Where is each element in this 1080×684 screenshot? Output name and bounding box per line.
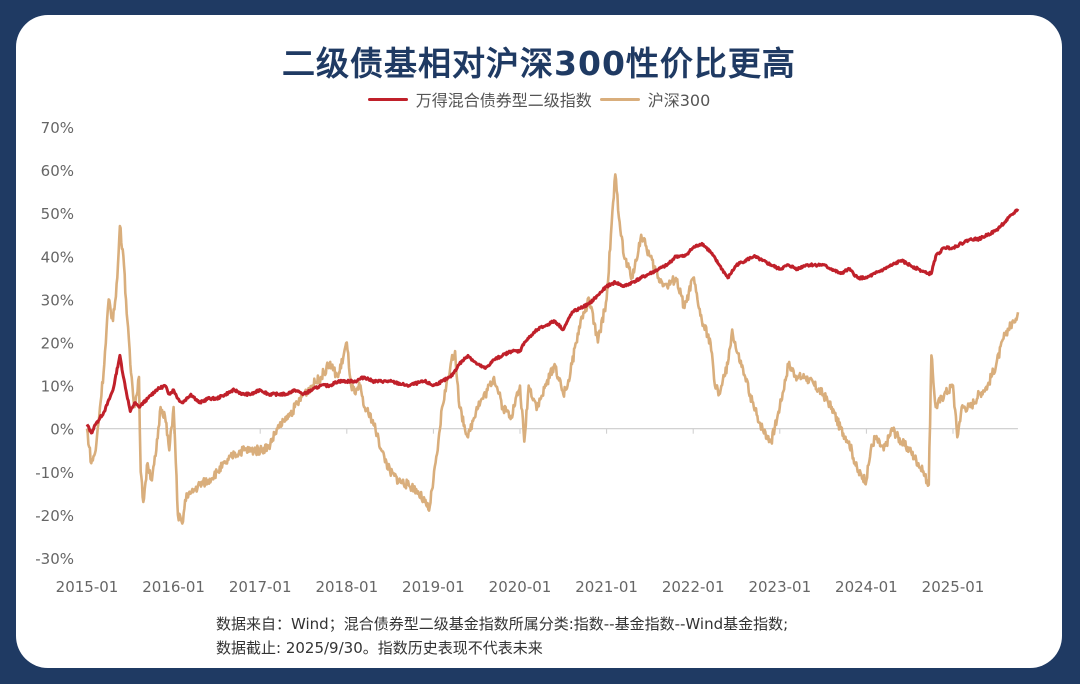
y-tick-label: 70% [41, 119, 74, 137]
chart-title: 二级债基相对沪深300性价比更高 [282, 44, 796, 83]
y-tick-label: 50% [41, 205, 74, 223]
y-tick-label: 60% [41, 162, 74, 180]
y-tick-label: 0% [50, 421, 74, 439]
x-tick-label: 2021-01 [575, 578, 638, 596]
y-tick-label: 20% [41, 335, 74, 353]
y-axis: 70% 60% 50% 40% 30% 20% 10% 0% -10% -20% -30% [35, 119, 1018, 568]
x-tick-label: 2016-01 [142, 578, 205, 596]
series-line-bond-index [85, 208, 1020, 435]
legend-item-bond: 万得混合债券型二级指数 [367, 87, 592, 111]
x-tick-label: 2015-01 [56, 578, 119, 596]
y-tick-label: 40% [41, 248, 74, 266]
x-tick-label: 2017-01 [229, 578, 292, 596]
y-tick-label: 30% [41, 291, 74, 309]
footnote: 数据来自：Wind；混合债券型二级基金指数所属分类:指数--基金指数--Wind… [216, 612, 788, 660]
series-line-csi300 [85, 173, 1020, 525]
x-tick-label: 2020-01 [489, 578, 552, 596]
legend-item-csi300: 沪深300 [599, 87, 711, 111]
series-group [85, 173, 1020, 525]
x-tick-label: 2024-01 [835, 578, 898, 596]
legend-label-csi300: 沪深300 [647, 91, 711, 110]
legend-swatch-csi300 [599, 97, 640, 101]
x-tick-label: 2023-01 [748, 578, 811, 596]
chart-card: 二级债基相对沪深300性价比更高 万得混合债券型二级指数 沪深300 70% 60… [16, 15, 1062, 668]
legend-swatch-bond [367, 97, 408, 101]
footnote-line-1: 数据来自：Wind；混合债券型二级基金指数所属分类:指数--基金指数--Wind… [216, 615, 789, 633]
y-tick-label: -30% [35, 550, 74, 568]
x-tick-label: 2025-01 [922, 578, 985, 596]
y-tick-label: -20% [35, 507, 74, 525]
x-tick-label: 2019-01 [402, 578, 465, 596]
y-tick-label: -10% [35, 464, 74, 482]
x-tick-label: 2022-01 [662, 578, 725, 596]
legend: 万得混合债券型二级指数 沪深300 [16, 87, 1062, 111]
line-chart: 70% 60% 50% 40% 30% 20% 10% 0% -10% -20% -30% 2015… [35, 119, 1020, 596]
x-axis: 2015-01 2016-01 2017-01 2018-01 2019-01 2020-… [56, 428, 985, 596]
footnote-line-2: 数据截止: 2025/9/30。指数历史表现不代表未来 [216, 639, 543, 657]
x-tick-label: 2018-01 [315, 578, 378, 596]
legend-label-bond: 万得混合债券型二级指数 [415, 91, 592, 110]
y-tick-label: 10% [41, 378, 74, 396]
